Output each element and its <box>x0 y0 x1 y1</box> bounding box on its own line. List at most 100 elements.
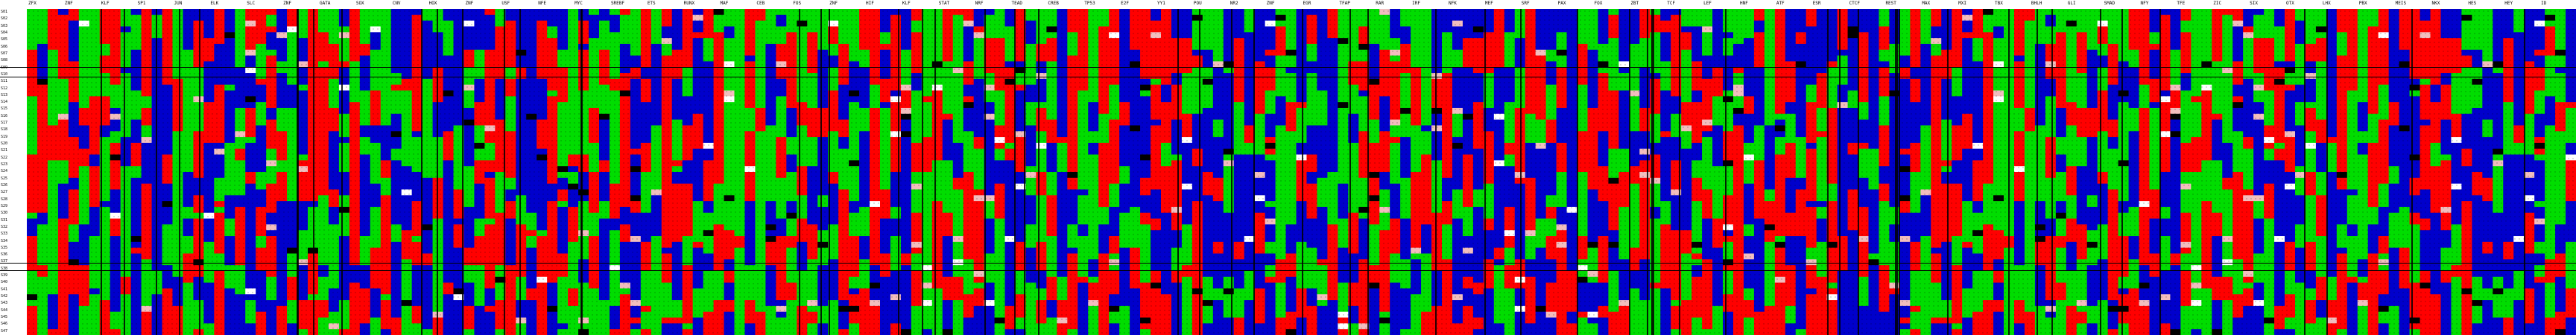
gene-column-label[interactable]: JUN <box>174 1 183 6</box>
gene-column-label[interactable]: ZFX <box>28 1 37 6</box>
gene-column-label[interactable]: NFE <box>538 1 547 6</box>
gene-column-label[interactable]: GATA <box>319 1 331 6</box>
sample-row-label[interactable]: S22 <box>1 155 8 160</box>
sample-row-label[interactable]: S42 <box>1 294 8 299</box>
gene-column-label[interactable]: OTX <box>2286 1 2294 6</box>
gene-column-label[interactable]: MXI <box>1958 1 1967 6</box>
sample-row-label[interactable]: S10 <box>1 71 8 77</box>
sample-row-label[interactable]: S38 <box>1 266 8 271</box>
gene-column-label[interactable]: FOS <box>793 1 802 6</box>
gene-column-label[interactable]: ZNF <box>283 1 291 6</box>
sample-row-label[interactable]: S17 <box>1 121 8 126</box>
sample-row-label[interactable]: S29 <box>1 203 8 208</box>
gene-column-label[interactable]: ZNF <box>829 1 838 6</box>
gene-column-label[interactable]: RUNX <box>683 1 695 6</box>
gene-column-label[interactable]: TFE <box>2177 1 2186 6</box>
sample-row-label[interactable]: S08 <box>1 58 8 63</box>
sample-row-label[interactable]: S46 <box>1 322 8 327</box>
sample-row-label[interactable]: S20 <box>1 141 8 147</box>
gene-column-label[interactable]: SRF <box>1521 1 1530 6</box>
gene-column-label[interactable]: PBX <box>2358 1 2367 6</box>
gene-column-label[interactable]: SMAD <box>2104 1 2115 6</box>
sample-row-label[interactable]: S37 <box>1 259 8 264</box>
sample-row-label[interactable]: S02 <box>1 16 8 22</box>
sample-row-label[interactable]: S43 <box>1 301 8 306</box>
sample-row-label[interactable]: S11 <box>1 79 8 84</box>
sample-row-label[interactable]: S09 <box>1 65 8 70</box>
gene-column-label[interactable]: HNF <box>1739 1 1748 6</box>
sample-row-label[interactable]: S04 <box>1 30 8 35</box>
sample-row-label[interactable]: S12 <box>1 86 8 91</box>
sample-row-label[interactable]: S40 <box>1 280 8 285</box>
gene-column-label[interactable]: HES <box>2468 1 2477 6</box>
sample-row-label[interactable]: S35 <box>1 245 8 250</box>
gene-column-label[interactable]: HOX <box>428 1 437 6</box>
gene-column-label[interactable]: MAF <box>720 1 729 6</box>
sample-row-label[interactable]: S33 <box>1 232 8 237</box>
sample-row-label[interactable]: S28 <box>1 197 8 202</box>
sample-row-label[interactable]: S31 <box>1 217 8 223</box>
gene-column-label[interactable]: SLC <box>247 1 256 6</box>
sample-row-label[interactable]: S21 <box>1 148 8 153</box>
gene-column-label[interactable]: ELK <box>210 1 219 6</box>
gene-column-label[interactable]: NFY <box>2140 1 2149 6</box>
gene-column-label[interactable]: GLI <box>2067 1 2076 6</box>
gene-column-label[interactable]: KLF <box>902 1 911 6</box>
gene-column-label[interactable]: SP1 <box>137 1 146 6</box>
gene-column-label[interactable]: RAR <box>1376 1 1384 6</box>
sample-row-label[interactable]: S23 <box>1 162 8 168</box>
sample-row-label[interactable]: S07 <box>1 51 8 56</box>
gene-column-label[interactable]: NRF <box>975 1 984 6</box>
sample-row-label[interactable]: S30 <box>1 211 8 216</box>
heatmap-canvas[interactable] <box>27 9 2576 335</box>
gene-column-label[interactable]: STAT <box>938 1 950 6</box>
gene-column-label[interactable]: LHX <box>2322 1 2331 6</box>
gene-column-label[interactable]: ZNF <box>1266 1 1275 6</box>
heatmap-matrix[interactable] <box>27 9 2576 335</box>
gene-column-label[interactable]: NKX <box>2431 1 2440 6</box>
sample-row-label[interactable]: S32 <box>1 224 8 229</box>
gene-column-label[interactable]: CNV <box>392 1 401 6</box>
sample-row-label[interactable]: S06 <box>1 44 8 49</box>
sample-row-label[interactable]: S16 <box>1 113 8 118</box>
gene-column-label[interactable]: BHLH <box>2031 1 2042 6</box>
gene-column-label[interactable]: ESR <box>1812 1 1821 6</box>
gene-column-label[interactable]: HEY <box>2504 1 2513 6</box>
gene-column-label[interactable]: SREBF <box>610 1 624 6</box>
gene-column-label[interactable]: ZIC <box>2213 1 2222 6</box>
sample-row-label[interactable]: S01 <box>1 10 8 14</box>
sample-row-label[interactable]: S18 <box>1 127 8 133</box>
sample-row-label[interactable]: S41 <box>1 287 8 292</box>
gene-column-label[interactable]: MEIS <box>2395 1 2407 6</box>
gene-column-label[interactable]: USF <box>501 1 510 6</box>
gene-column-label[interactable]: CREB <box>1048 1 1059 6</box>
sample-row-label[interactable]: S05 <box>1 37 8 42</box>
gene-column-label[interactable]: KLF <box>101 1 110 6</box>
sample-row-label[interactable]: S13 <box>1 92 8 98</box>
gene-column-label[interactable]: ETS <box>647 1 656 6</box>
gene-column-label[interactable]: NR2 <box>1230 1 1238 6</box>
gene-column-label[interactable]: TBX <box>1995 1 2003 6</box>
gene-column-label[interactable]: YY1 <box>1157 1 1165 6</box>
sample-row-label[interactable]: S44 <box>1 307 8 313</box>
gene-column-label[interactable]: ZNF <box>465 1 474 6</box>
gene-column-label[interactable]: ZBT <box>1630 1 1639 6</box>
sample-row-label[interactable]: S14 <box>1 100 8 105</box>
sample-row-label[interactable]: S39 <box>1 273 8 278</box>
gene-column-label[interactable]: NFK <box>1448 1 1457 6</box>
gene-column-label[interactable]: MAX <box>1922 1 1931 6</box>
sample-row-label[interactable]: S34 <box>1 238 8 243</box>
gene-column-label[interactable]: SIX <box>2250 1 2258 6</box>
gene-column-label[interactable]: MYC <box>575 1 583 6</box>
gene-column-label[interactable]: FOX <box>1594 1 1603 6</box>
sample-row-label[interactable]: S26 <box>1 182 8 188</box>
gene-column-label[interactable]: TFAP <box>1339 1 1350 6</box>
sample-row-label[interactable]: S36 <box>1 252 8 258</box>
gene-column-label[interactable]: ATF <box>1776 1 1785 6</box>
sample-row-label[interactable]: S47 <box>1 328 8 334</box>
gene-column-label[interactable]: CTCF <box>1849 1 1861 6</box>
gene-column-label[interactable]: POU <box>1193 1 1202 6</box>
gene-column-label[interactable]: TP53 <box>1084 1 1095 6</box>
gene-column-label[interactable]: EGR <box>1303 1 1311 6</box>
sample-row-label[interactable]: S25 <box>1 176 8 181</box>
